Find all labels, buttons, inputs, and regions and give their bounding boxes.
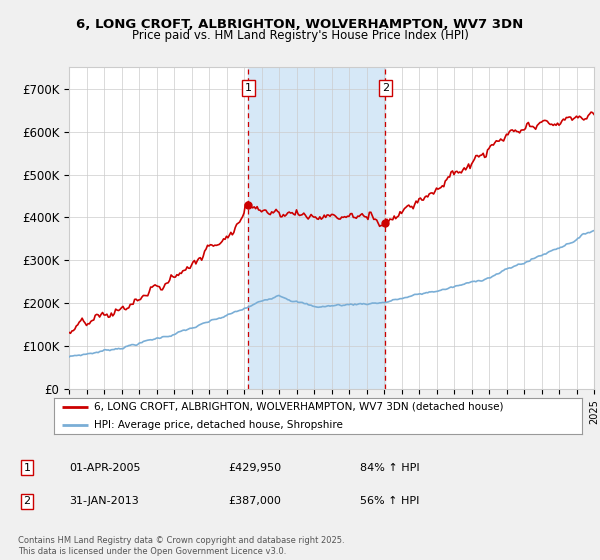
Text: Price paid vs. HM Land Registry's House Price Index (HPI): Price paid vs. HM Land Registry's House … [131, 29, 469, 42]
Text: 84% ↑ HPI: 84% ↑ HPI [360, 463, 419, 473]
Text: 56% ↑ HPI: 56% ↑ HPI [360, 496, 419, 506]
Bar [248, 67, 385, 389]
Text: £429,950: £429,950 [228, 463, 281, 473]
Text: 2: 2 [23, 496, 31, 506]
Text: 01-APR-2005: 01-APR-2005 [69, 463, 140, 473]
Text: £387,000: £387,000 [228, 496, 281, 506]
Text: 31-JAN-2013: 31-JAN-2013 [69, 496, 139, 506]
Text: 1: 1 [245, 83, 252, 93]
Text: Contains HM Land Registry data © Crown copyright and database right 2025.
This d: Contains HM Land Registry data © Crown c… [18, 536, 344, 556]
Text: 2: 2 [382, 83, 389, 93]
Text: 6, LONG CROFT, ALBRIGHTON, WOLVERHAMPTON, WV7 3DN: 6, LONG CROFT, ALBRIGHTON, WOLVERHAMPTON… [76, 18, 524, 31]
Text: 1: 1 [23, 463, 31, 473]
Text: HPI: Average price, detached house, Shropshire: HPI: Average price, detached house, Shro… [94, 420, 343, 430]
Text: 6, LONG CROFT, ALBRIGHTON, WOLVERHAMPTON, WV7 3DN (detached house): 6, LONG CROFT, ALBRIGHTON, WOLVERHAMPTON… [94, 402, 503, 412]
